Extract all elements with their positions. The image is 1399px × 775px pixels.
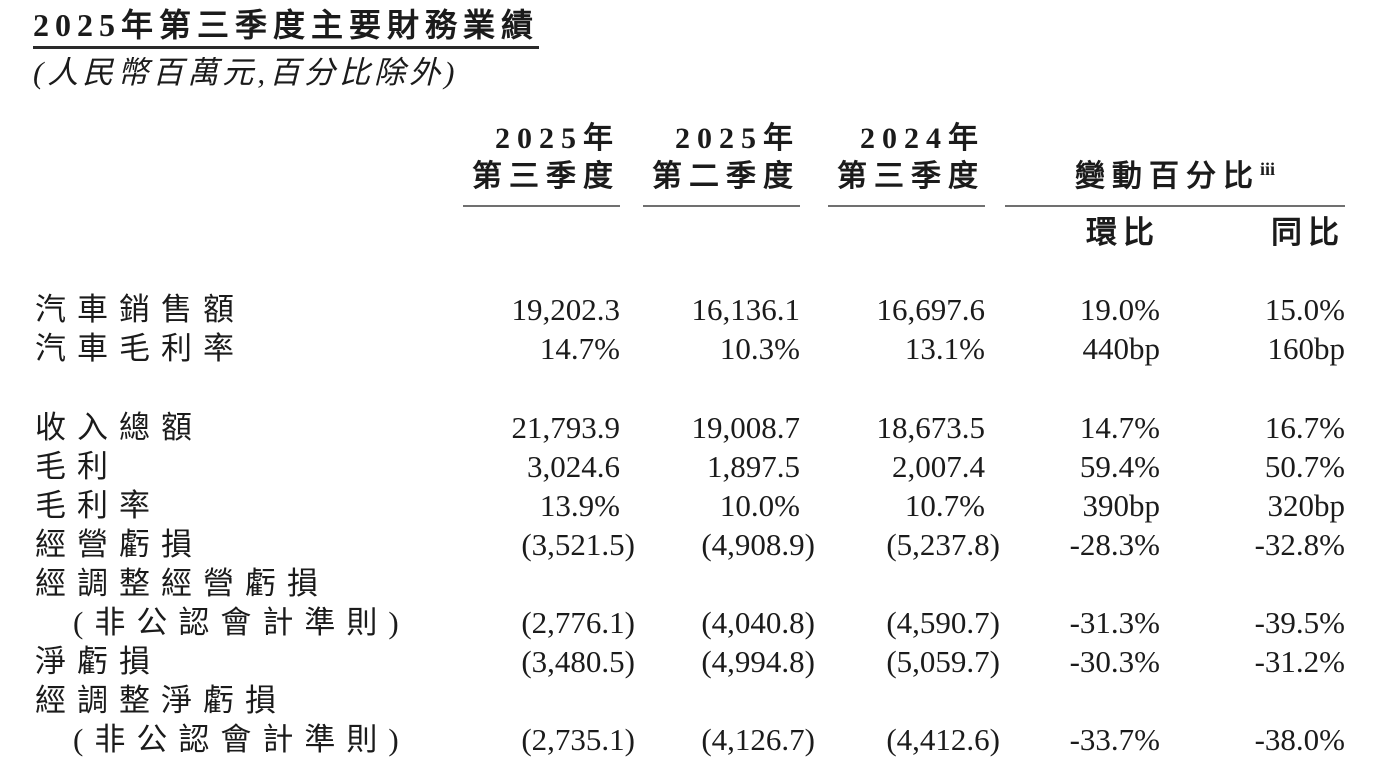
cell-qoq: 390bp <box>1082 487 1161 523</box>
header-empty-cell <box>35 120 463 207</box>
cell-2025-q3: 21,793.9 <box>511 409 621 445</box>
cell-2025-q3: 19,202.3 <box>511 291 621 327</box>
cell-qoq: -28.3% <box>1069 526 1160 562</box>
cell-2024-q3: (4,412.6) <box>886 721 1000 757</box>
col-header-year: 2024年 <box>860 121 985 155</box>
cell-2025-q2: 10.3% <box>719 330 800 366</box>
col-header-2025-q3: 2025年 第三季度 <box>463 120 635 207</box>
row-label: 淨虧損 <box>35 643 161 679</box>
table-row-total-revenues: 收入總額 21,793.9 19,008.7 18,673.5 14.7% 16… <box>35 408 1360 447</box>
col-header-year: 2025年 <box>495 121 620 155</box>
cell-yoy: -32.8% <box>1254 526 1345 562</box>
col-header-year: 2025年 <box>675 121 800 155</box>
cell-qoq: -31.3% <box>1069 604 1160 640</box>
cell-2025-q2: (4,908.9) <box>701 526 815 562</box>
cell-2025-q3: (2,776.1) <box>521 604 635 640</box>
row-label: 經調整經營虧損 (非公認會計準則) <box>35 564 463 642</box>
row-label: 汽車銷售額 <box>35 291 245 327</box>
table-row-gross-profit: 毛利 3,024.6 1,897.5 2,007.4 59.4% 50.7% <box>35 447 1360 486</box>
cell-2025-q3: (2,735.1) <box>521 721 635 757</box>
page-title: 2025年第三季度主要財務業績 <box>33 6 540 50</box>
row-label: 毛利 <box>35 448 119 484</box>
table-row-gross-margin: 毛利率 13.9% 10.0% 10.7% 390bp 320bp <box>35 486 1360 525</box>
change-percentage-label: 變動百分比 <box>1074 159 1260 193</box>
cell-2025-q2: (4,994.8) <box>701 643 815 679</box>
cell-2025-q3: 14.7% <box>539 330 620 366</box>
cell-2024-q3: (5,059.7) <box>886 643 1000 679</box>
row-label-line2: (非公認會計準則) <box>73 721 410 757</box>
cell-qoq: 14.7% <box>1079 409 1160 445</box>
col-header-2024-q3: 2024年 第三季度 <box>815 120 1000 207</box>
cell-2024-q3: 13.1% <box>904 330 985 366</box>
cell-2025-q2: (4,040.8) <box>701 604 815 640</box>
cell-2025-q3: 3,024.6 <box>527 448 620 484</box>
col-header-quarter: 第三季度 <box>837 159 985 193</box>
table-row-operating-loss: 經營虧損 (3,521.5) (4,908.9) (5,237.8) -28.3… <box>35 525 1360 564</box>
financial-results-table: 2025年 第三季度 2025年 第二季度 2024年 第三季度 變動百分比ii… <box>35 120 1360 759</box>
spacer <box>35 368 1360 408</box>
cell-qoq: 59.4% <box>1079 448 1160 484</box>
row-label: 經調整淨虧損 (非公認會計準則) <box>35 681 463 759</box>
header-underline <box>463 204 620 207</box>
col-header-quarter: 第二季度 <box>652 159 800 193</box>
cell-2025-q2: 19,008.7 <box>691 409 801 445</box>
cell-yoy: 160bp <box>1267 330 1346 366</box>
cell-yoy: -31.2% <box>1254 643 1345 679</box>
cell-2024-q3: 2,007.4 <box>892 448 985 484</box>
cell-2024-q3: (4,590.7) <box>886 604 1000 640</box>
cell-yoy: 16.7% <box>1264 409 1345 445</box>
table-row-vehicle-sales: 汽車銷售額 19,202.3 16,136.1 16,697.6 19.0% 1… <box>35 290 1360 329</box>
table-row-net-loss: 淨虧損 (3,480.5) (4,994.8) (5,059.7) -30.3%… <box>35 642 1360 681</box>
cell-qoq: 19.0% <box>1079 291 1160 327</box>
cell-2025-q3: (3,521.5) <box>521 526 635 562</box>
cell-2025-q3: (3,480.5) <box>521 643 635 679</box>
cell-2024-q3: (5,237.8) <box>886 526 1000 562</box>
col-header-qoq: 環比 <box>1086 214 1160 250</box>
cell-yoy: -38.0% <box>1254 721 1345 757</box>
col-header-change-percentage: 變動百分比iii <box>1000 120 1360 207</box>
row-label-line1: 經調整經營虧損 <box>35 565 329 601</box>
row-label: 經營虧損 <box>35 526 203 562</box>
row-label: 毛利率 <box>35 487 161 523</box>
cell-2024-q3: 18,673.5 <box>876 409 986 445</box>
footnote-marker: iii <box>1259 158 1275 179</box>
row-label: 汽車毛利率 <box>35 330 245 366</box>
col-header-yoy: 同比 <box>1271 214 1345 250</box>
cell-qoq: -30.3% <box>1069 643 1160 679</box>
cell-2025-q2: 10.0% <box>719 487 800 523</box>
col-header-quarter: 第三季度 <box>472 159 620 193</box>
spacer <box>35 254 1360 290</box>
row-label-line2: (非公認會計準則) <box>73 604 410 640</box>
cell-2025-q2: (4,126.7) <box>701 721 815 757</box>
header-underline <box>643 204 800 207</box>
cell-qoq: -33.7% <box>1069 721 1160 757</box>
cell-2024-q3: 16,697.6 <box>876 291 986 327</box>
cell-yoy: 50.7% <box>1264 448 1345 484</box>
cell-qoq: 440bp <box>1082 330 1161 366</box>
table-row-adjusted-net-loss: 經調整淨虧損 (非公認會計準則) (2,735.1) (4,126.7) (4,… <box>35 681 1360 759</box>
cell-yoy: 15.0% <box>1264 291 1345 327</box>
cell-2024-q3: 10.7% <box>904 487 985 523</box>
header-underline <box>1005 204 1345 207</box>
table-subheader-row: 環比 同比 <box>35 207 1360 254</box>
cell-yoy: -39.5% <box>1254 604 1345 640</box>
page-subtitle: (人民幣百萬元,百分比除外) <box>33 55 459 91</box>
cell-2025-q3: 13.9% <box>539 487 620 523</box>
col-header-2025-q2: 2025年 第二季度 <box>635 120 815 207</box>
row-label: 收入總額 <box>35 409 203 445</box>
table-header-row: 2025年 第三季度 2025年 第二季度 2024年 第三季度 變動百分比ii… <box>35 120 1360 207</box>
header-underline <box>828 204 985 207</box>
cell-yoy: 320bp <box>1267 487 1346 523</box>
cell-2025-q2: 16,136.1 <box>691 291 801 327</box>
table-row-vehicle-margin: 汽車毛利率 14.7% 10.3% 13.1% 440bp 160bp <box>35 329 1360 368</box>
table-row-adjusted-operating-loss: 經調整經營虧損 (非公認會計準則) (2,776.1) (4,040.8) (4… <box>35 564 1360 642</box>
row-label-line1: 經調整淨虧損 <box>35 682 287 718</box>
cell-2025-q2: 1,897.5 <box>707 448 800 484</box>
